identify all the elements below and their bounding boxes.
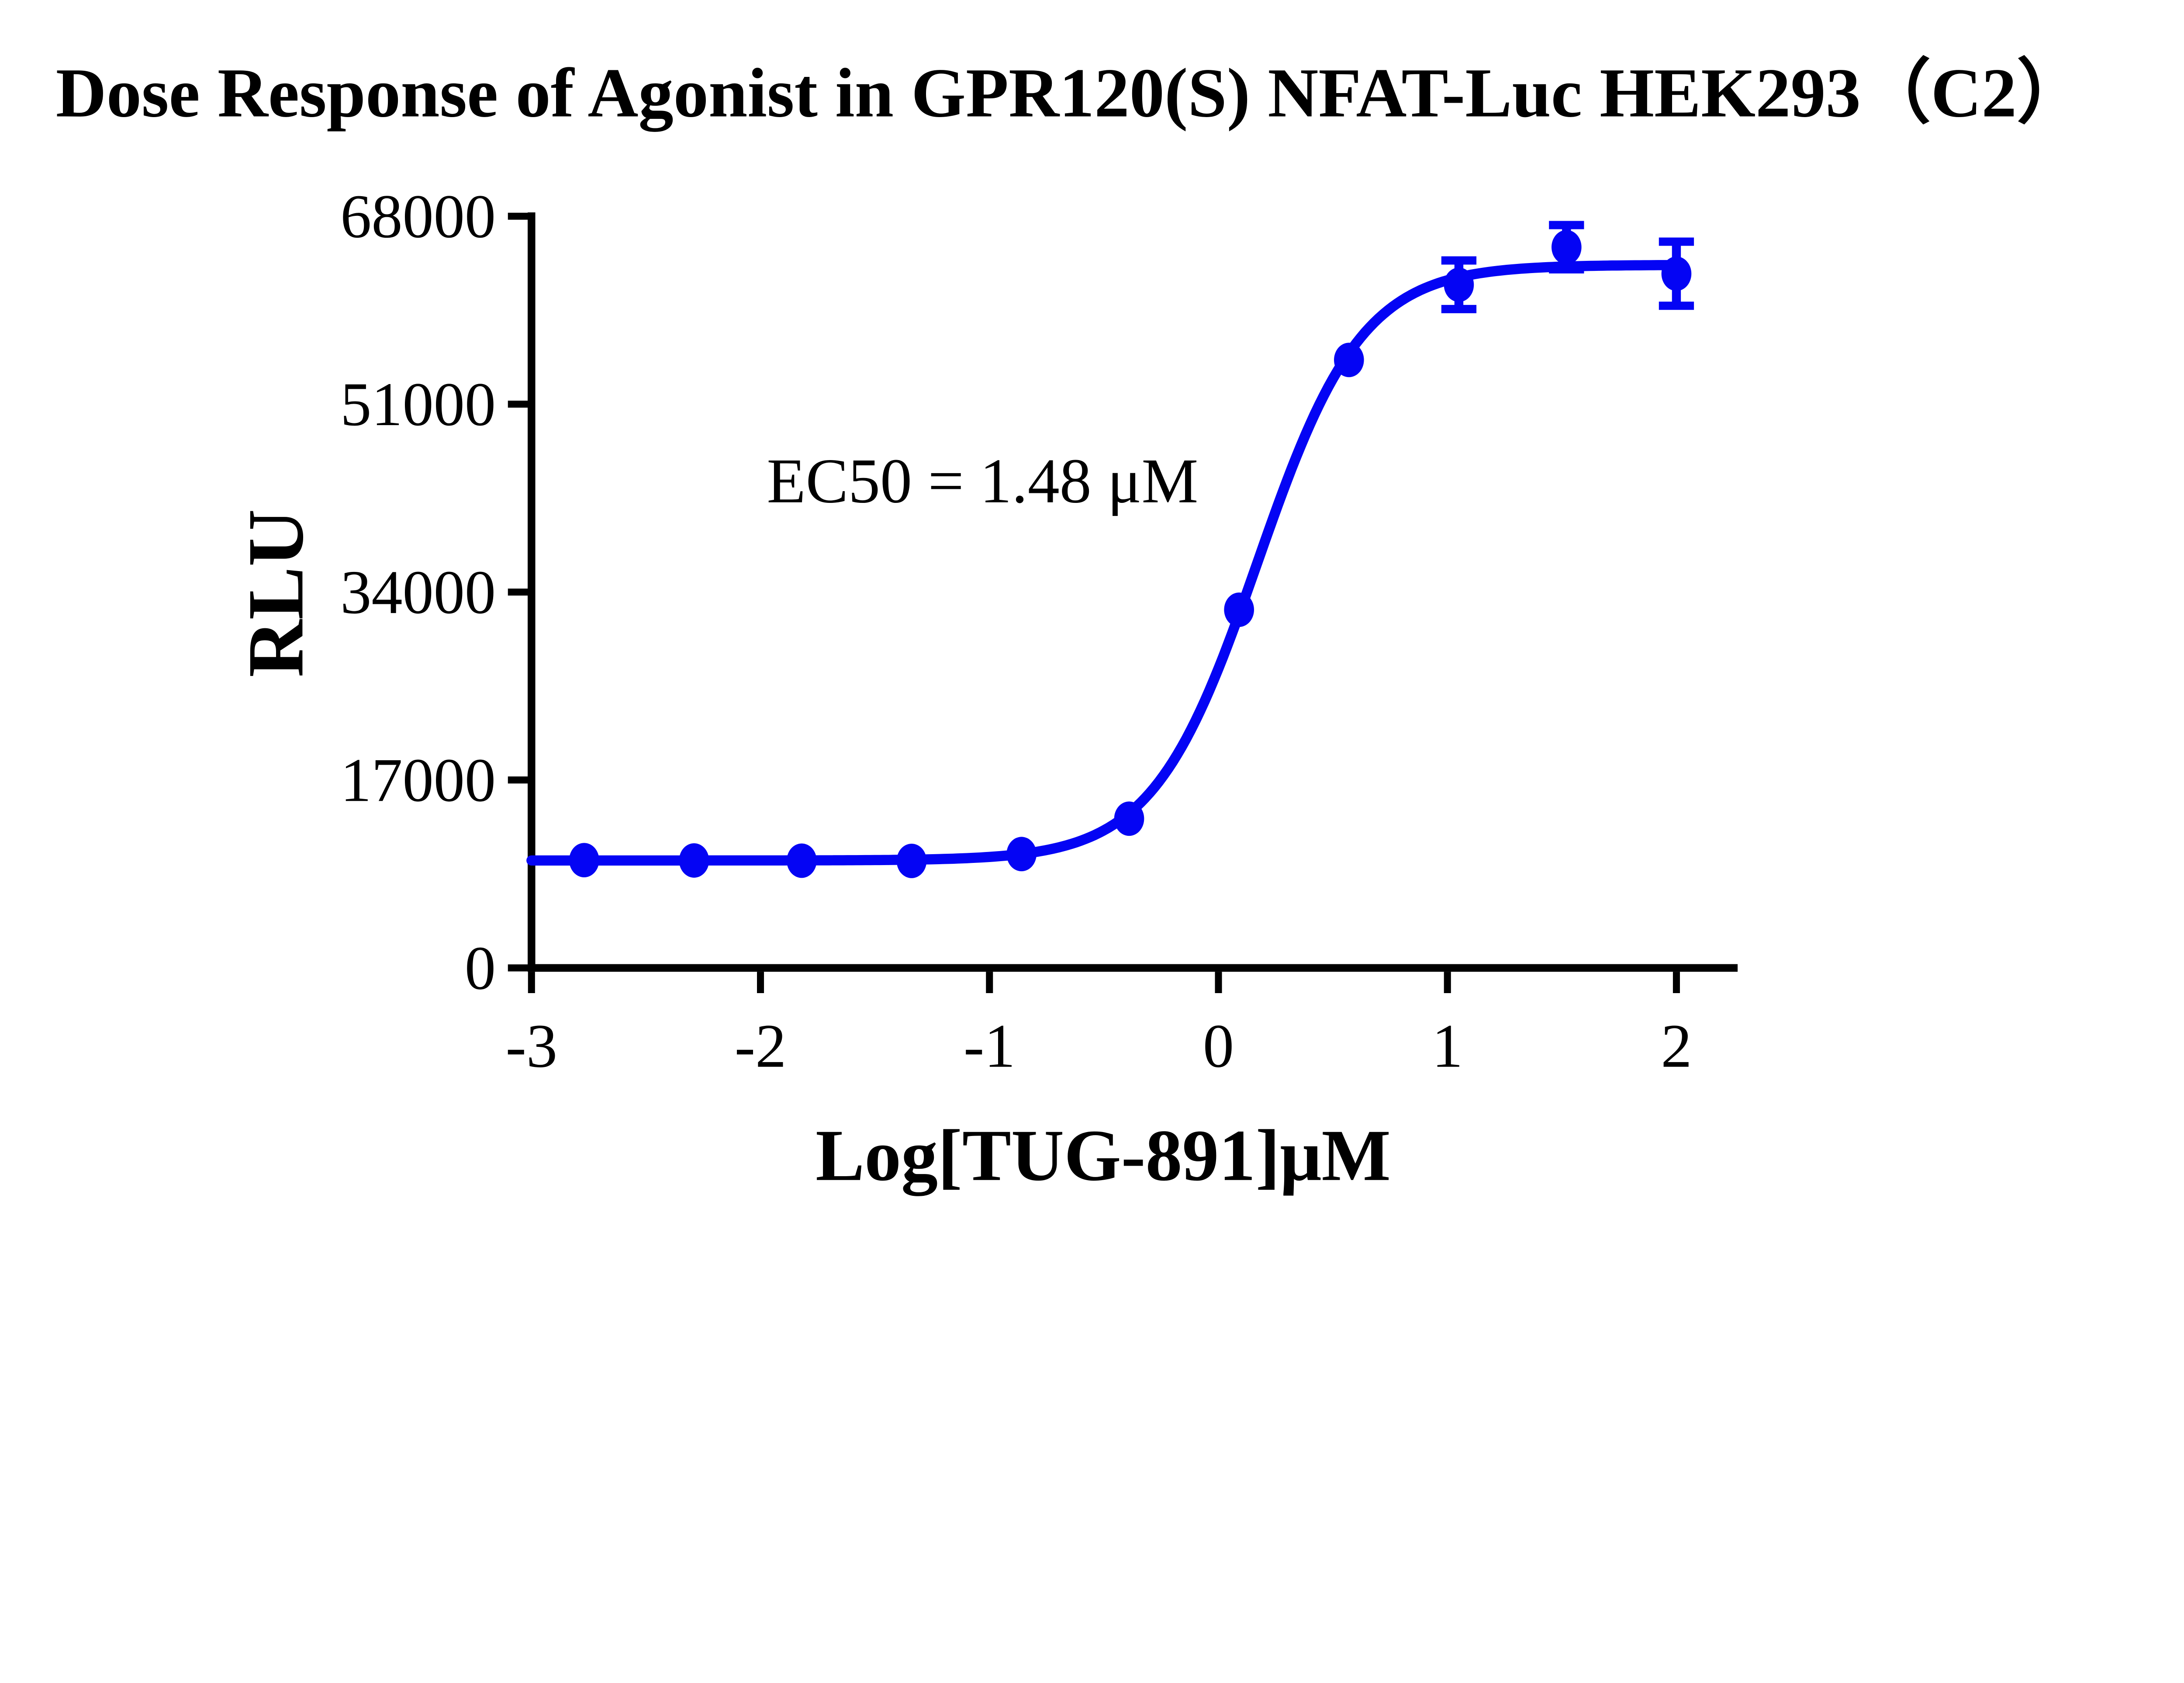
chart-title: Dose Response of Agonist in GPR120(S) NF… <box>56 54 2087 132</box>
fit-curve <box>526 260 1682 866</box>
data-point <box>787 843 817 878</box>
x-axis-title: Log[TUG-891]μM <box>816 1115 1391 1196</box>
x-tick-label: 0 <box>1203 1011 1234 1080</box>
ec50-annotation: EC50 = 1.48 μM <box>767 446 1198 516</box>
data-point <box>1334 343 1364 377</box>
data-point-layer <box>569 230 1692 878</box>
x-tick-label: -1 <box>964 1011 1016 1080</box>
y-tick-label: 34000 <box>340 558 496 627</box>
data-point <box>1114 801 1144 836</box>
x-axis-ticks: -3 -2 -1 0 1 2 <box>506 972 1692 1080</box>
data-point <box>1552 230 1582 265</box>
x-tick-label: 1 <box>1432 1011 1463 1080</box>
y-axis-ticks: 0 17000 34000 51000 68000 <box>340 182 528 1002</box>
fit-curve-layer <box>526 260 1682 866</box>
data-point <box>1661 256 1692 291</box>
x-tick-label: -2 <box>735 1011 787 1080</box>
data-point <box>1006 837 1037 872</box>
x-tick-label: -3 <box>506 1011 558 1080</box>
x-tick-label: 2 <box>1661 1011 1692 1080</box>
page: Dose Response of Agonist in GPR120(S) NF… <box>55 54 2087 1196</box>
y-tick-label: 68000 <box>340 182 496 251</box>
y-tick-label: 17000 <box>340 745 496 814</box>
y-tick-label: 51000 <box>340 370 496 439</box>
data-point <box>569 843 599 878</box>
axes <box>528 212 1738 972</box>
data-point <box>896 843 927 878</box>
data-point <box>1224 592 1254 627</box>
y-tick-label: 0 <box>465 933 496 1002</box>
data-point <box>679 843 709 878</box>
y-axis-title: RLU <box>232 509 320 677</box>
data-point <box>1444 267 1474 302</box>
dose-response-chart: Dose Response of Agonist in GPR120(S) NF… <box>55 54 2087 1196</box>
